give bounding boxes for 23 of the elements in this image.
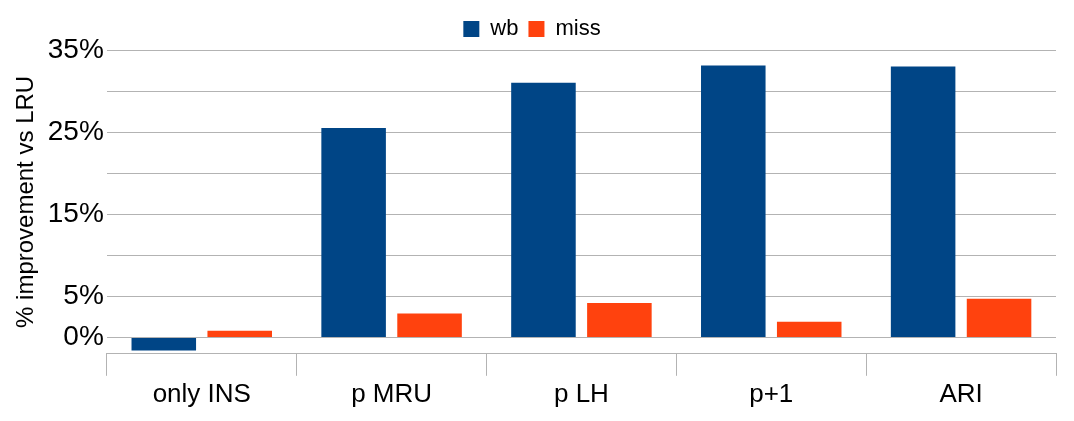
legend-label: miss <box>555 15 601 41</box>
legend-label: wb <box>489 15 519 41</box>
bar <box>207 330 272 337</box>
bar <box>890 66 956 337</box>
y-tick-label: 0% <box>63 320 104 352</box>
y-tick-label: 15% <box>47 196 104 228</box>
bar <box>776 321 842 337</box>
bar <box>321 128 386 337</box>
x-tick-label: p LH <box>553 377 609 408</box>
x-tick-label: p+1 <box>749 377 794 408</box>
x-tick-label: only INS <box>152 377 251 408</box>
bar <box>397 313 462 337</box>
y-tick-label: 35% <box>47 32 104 64</box>
x-tick-label: ARI <box>939 377 983 408</box>
y-tick-label: 25% <box>47 114 104 146</box>
bar <box>701 65 766 337</box>
bar <box>587 302 652 337</box>
bar <box>966 298 1032 337</box>
y-axis-title: % improvement vs LRU <box>11 75 39 328</box>
bar <box>511 82 576 337</box>
y-tick-label: 5% <box>63 279 104 311</box>
bar <box>131 337 197 351</box>
x-tick-label: p MRU <box>351 377 433 408</box>
